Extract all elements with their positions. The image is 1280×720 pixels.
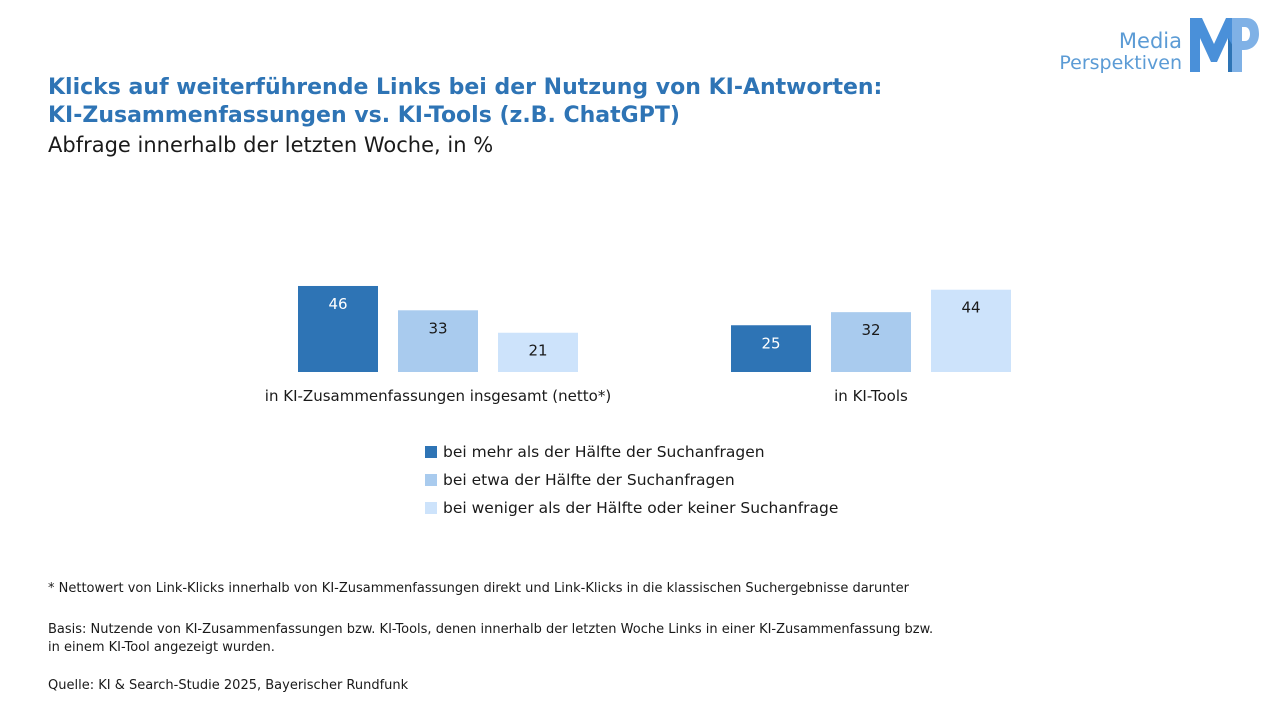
bar-chart: 46 33 21 in KI-Zusammenfassungen insgesamt … [265,285,1011,405]
basis-note: Basis: Nutzende von KI-Zusammenfassungen… [48,621,1028,657]
legend-label-about-half: bei etwa der Hälfte der Suchanfragen [443,471,735,489]
legend-item-about-half: bei etwa der Hälfte der Suchanfragen [425,466,838,494]
bar-value-label-ki-tools-less-than-half: 44 [961,299,980,317]
bar-ki-tools-less-than-half [931,289,1011,372]
bar-ki-zusammenfassungen-more-than-half [298,285,378,372]
bar-value-label-ki-tools-more-than-half: 25 [761,334,780,352]
legend-label-more-than-half: bei mehr als der Hälfte der Suchanfragen [443,443,765,461]
basis-note-line-1: Basis: Nutzende von KI-Zusammenfassungen… [48,622,934,637]
bar-ki-tools-about-half [831,312,911,372]
chart-subtitle: Abfrage innerhalb der letzten Woche, in … [48,133,494,157]
media-perspektiven-logo: Media Perspektiven [1030,14,1260,76]
bar-value-label-ki-zusammenfassungen-less-than-half: 21 [528,342,547,360]
bar-value-label-ki-zusammenfassungen-more-than-half: 46 [328,295,347,313]
bar-value-label-ki-zusammenfassungen-about-half: 33 [428,319,447,337]
logo-text-media: Media [1118,29,1182,53]
legend-item-more-than-half: bei mehr als der Hälfte der Suchanfragen [425,438,838,466]
category-label-ki-zusammenfassungen: in KI-Zusammenfassungen insgesamt (netto… [265,387,611,405]
category-label-ki-tools: in KI-Tools [834,387,908,405]
basis-note-line-2: in einem KI-Tool angezeigt wurden. [48,640,275,655]
logo-mp-mark [1190,18,1259,72]
legend-item-less-than-half: bei weniger als der Hälfte oder keiner S… [425,494,838,522]
chart-title-line-2: KI-Zusammenfassungen vs. KI-Tools (z.B. … [48,103,680,128]
legend-label-less-than-half: bei weniger als der Hälfte oder keiner S… [443,499,839,517]
chart-legend: bei mehr als der Hälfte der Suchanfragen… [425,438,838,522]
bar-value-label-ki-tools-about-half: 32 [861,321,880,339]
bar-ki-zusammenfassungen-less-than-half [498,332,578,372]
logo-text-perspektiven: Perspektiven [1059,52,1182,74]
chart-title: Klicks auf weiterführende Links bei der … [48,74,882,130]
legend-swatch-about-half [425,474,437,486]
footnote: * Nettowert von Link-Klicks innerhalb vo… [48,581,909,596]
legend-swatch-less-than-half [425,502,437,514]
source-note: Quelle: KI & Search-Studie 2025, Bayeris… [48,678,409,693]
legend-swatch-more-than-half [425,446,437,458]
bar-ki-zusammenfassungen-about-half [398,310,478,372]
chart-title-line-1: Klicks auf weiterführende Links bei der … [48,75,883,100]
bar-ki-tools-more-than-half [731,325,811,372]
